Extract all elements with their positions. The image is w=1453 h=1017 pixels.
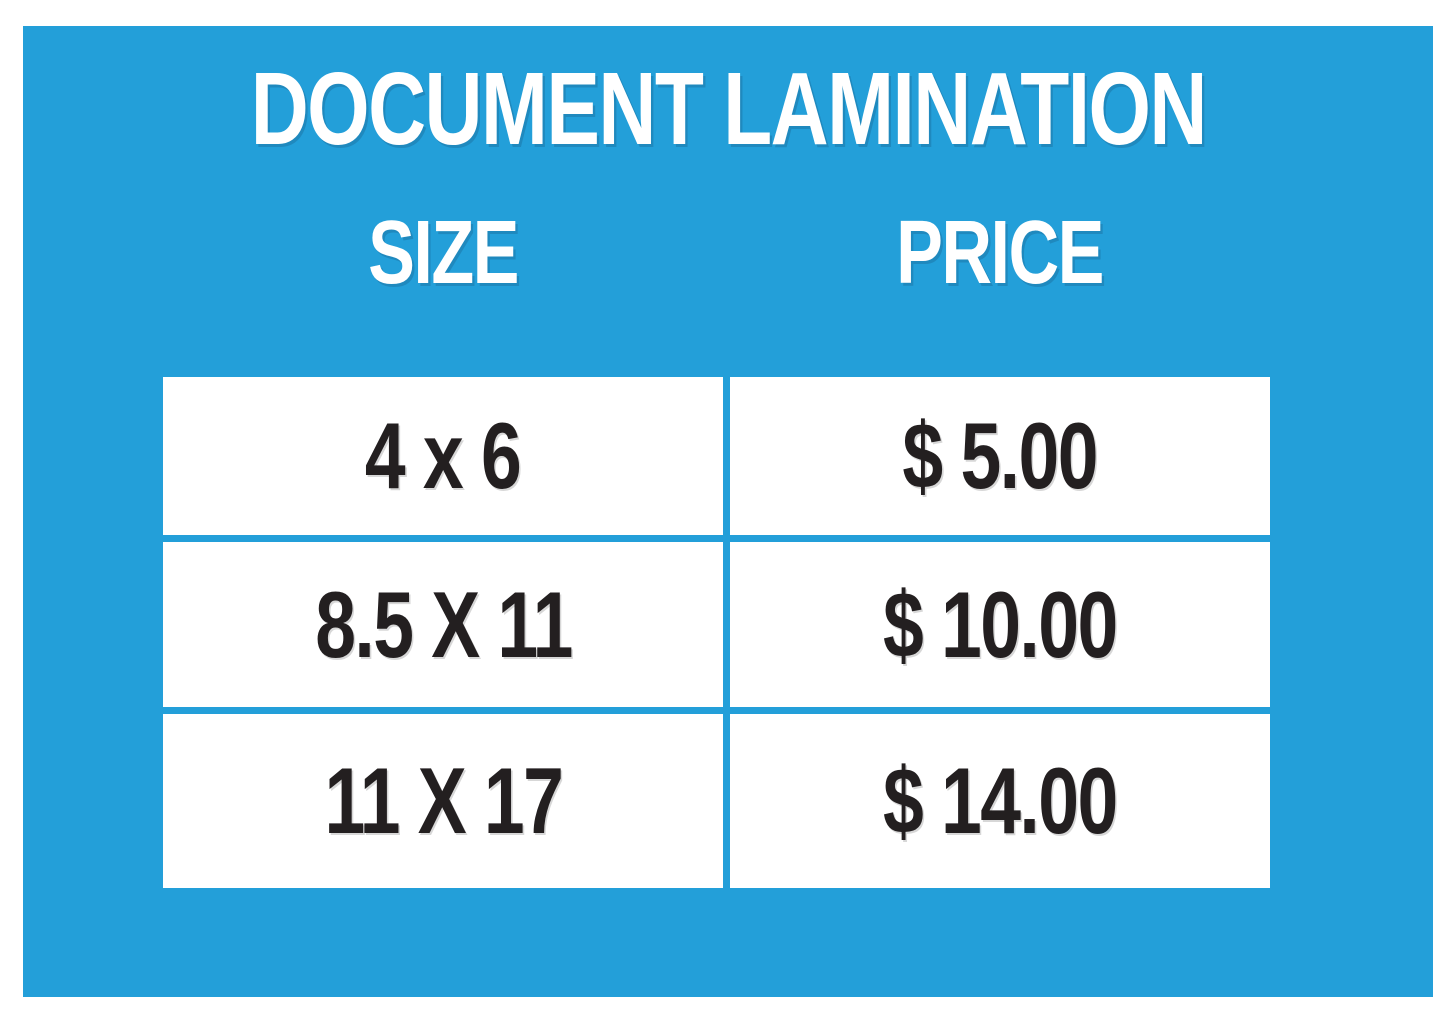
size-cell-row-3: 11 X 17	[163, 714, 723, 888]
poster-background: DOCUMENT LAMINATION SIZE PRICE 4 x 6 $ 5…	[23, 26, 1433, 997]
price-cell-row-3: $ 14.00	[730, 714, 1270, 888]
size-value: 11 X 17	[324, 748, 563, 853]
column-header-price-label: PRICE	[896, 203, 1105, 303]
size-cell-row-1: 4 x 6	[163, 377, 723, 535]
price-cell-row-1: $ 5.00	[730, 377, 1270, 535]
column-header-price: PRICE	[730, 198, 1270, 308]
column-header-size: SIZE	[163, 198, 723, 308]
price-value: $ 10.00	[883, 571, 1118, 677]
size-value: 8.5 X 11	[314, 571, 573, 677]
price-cell-row-2: $ 10.00	[730, 542, 1270, 707]
price-value: $ 14.00	[883, 748, 1118, 853]
size-value: 4 x 6	[365, 403, 522, 508]
price-table: 4 x 6 $ 5.00 8.5 X 11 $ 10.00 11 X 17 $ …	[163, 377, 1270, 888]
page-title: DOCUMENT LAMINATION	[23, 54, 1433, 164]
price-value: $ 5.00	[902, 403, 1099, 508]
column-header-size-label: SIZE	[368, 203, 519, 303]
page-title-text: DOCUMENT LAMINATION	[250, 51, 1207, 166]
size-cell-row-2: 8.5 X 11	[163, 542, 723, 707]
table-header-row: SIZE PRICE	[163, 198, 1270, 308]
